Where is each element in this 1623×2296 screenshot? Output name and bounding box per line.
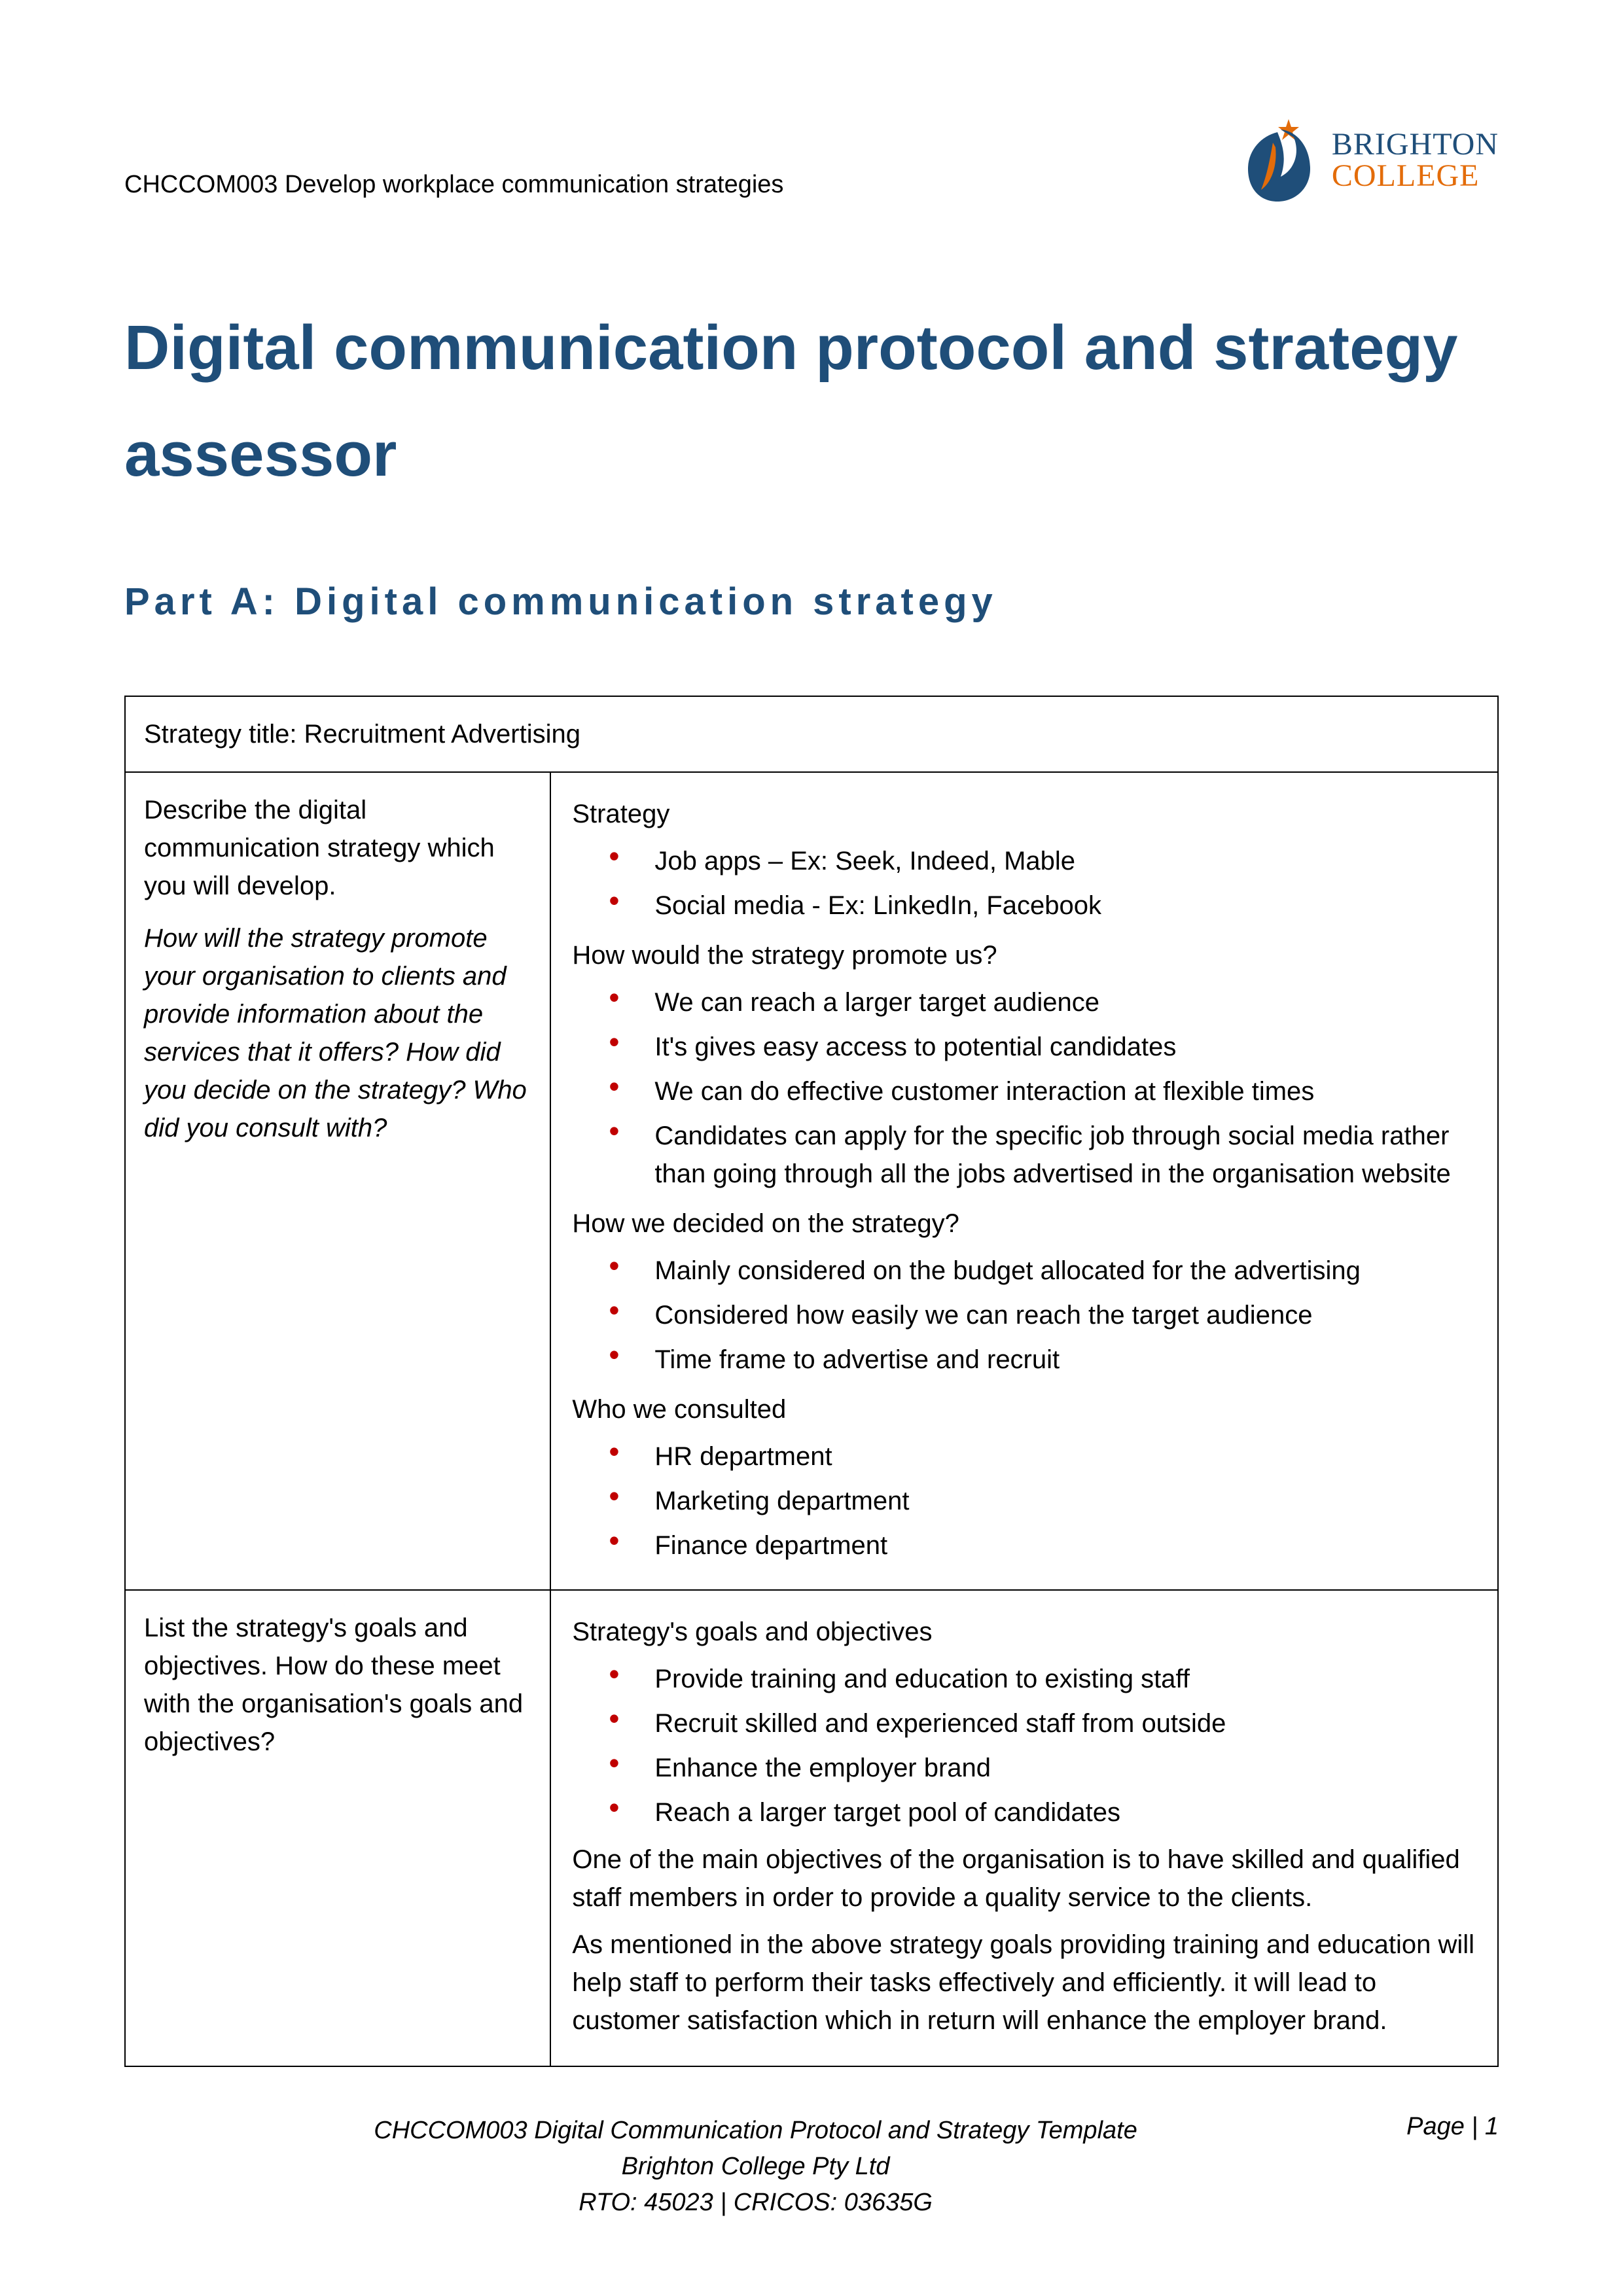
prompt-text: Describe the digital communication strat… [144,791,531,905]
prompt-cell: Describe the digital communication strat… [125,772,550,1590]
list-item: Enhance the employer brand [609,1749,1479,1787]
table-row: Describe the digital communication strat… [125,772,1498,1590]
prompt-italic: How will the strategy promote your organ… [144,919,531,1147]
list-item: Reach a larger target pool of candidates [609,1793,1479,1831]
list-item: We can do effective customer interaction… [609,1072,1479,1110]
answer-cell: Strategy Job apps – Ex: Seek, Indeed, Ma… [550,772,1498,1590]
prompt-text: List the strategy's goals and objectives… [144,1609,531,1761]
paragraph: One of the main objectives of the organi… [572,1841,1476,1916]
bullet-list: Provide training and education to existi… [569,1660,1479,1831]
bullet-list: We can reach a larger target audience It… [569,983,1479,1193]
logo-name-bottom: COLLEGE [1332,160,1499,192]
section-label: Strategy's goals and objectives [572,1613,1479,1651]
list-item: Mainly considered on the budget allocate… [609,1252,1479,1290]
document-page: CHCCOM003 Develop workplace communicatio… [0,0,1623,2067]
section-label: How we decided on the strategy? [572,1205,1479,1243]
page-footer: CHCCOM003 Digital Communication Protocol… [124,2113,1499,2221]
list-item: Recruit skilled and experienced staff fr… [609,1704,1479,1742]
list-item: HR department [609,1438,1479,1475]
part-heading: Part A: Digital communication strategy [124,580,1499,624]
logo-name-top: BRIGHTON [1332,129,1499,160]
strategy-title-cell: Strategy title: Recruitment Advertising [125,696,1498,772]
paragraph: As mentioned in the above strategy goals… [572,1926,1476,2040]
list-item: It's gives easy access to potential cand… [609,1028,1479,1066]
answer-cell: Strategy's goals and objectives Provide … [550,1590,1498,2066]
section-label: How would the strategy promote us? [572,936,1479,974]
footer-line: CHCCOM003 Digital Communication Protocol… [124,2113,1387,2149]
strategy-table: Strategy title: Recruitment Advertising … [124,696,1499,2067]
bullet-list: HR department Marketing department Finan… [569,1438,1479,1564]
list-item: Social media - Ex: LinkedIn, Facebook [609,887,1479,925]
list-item: Marketing department [609,1482,1479,1520]
list-item: Finance department [609,1527,1479,1564]
section-label: Who we consulted [572,1390,1479,1428]
footer-line: RTO: 45023 | CRICOS: 03635G [124,2185,1387,2221]
page-header: CHCCOM003 Develop workplace communicatio… [124,118,1499,203]
page-title: Digital communication protocol and strat… [124,294,1499,508]
list-item: Considered how easily we can reach the t… [609,1296,1479,1334]
table-row: List the strategy's goals and objectives… [125,1590,1498,2066]
footer-center: CHCCOM003 Digital Communication Protocol… [124,2113,1387,2221]
footer-line: Brighton College Pty Ltd [124,2149,1387,2185]
logo-icon [1241,118,1320,203]
section-label: Strategy [572,795,1479,833]
list-item: Job apps – Ex: Seek, Indeed, Mable [609,842,1479,880]
prompt-cell: List the strategy's goals and objectives… [125,1590,550,2066]
logo-text: BRIGHTON COLLEGE [1332,129,1499,192]
list-item: Time frame to advertise and recruit [609,1341,1479,1379]
list-item: We can reach a larger target audience [609,983,1479,1021]
table-row: Strategy title: Recruitment Advertising [125,696,1498,772]
list-item: Candidates can apply for the specific jo… [609,1117,1479,1193]
page-number: Page | 1 [1387,2113,1499,2141]
brighton-logo: BRIGHTON COLLEGE [1241,118,1499,203]
course-code: CHCCOM003 Develop workplace communicatio… [124,171,783,203]
list-item: Provide training and education to existi… [609,1660,1479,1698]
bullet-list: Mainly considered on the budget allocate… [569,1252,1479,1379]
bullet-list: Job apps – Ex: Seek, Indeed, Mable Socia… [569,842,1479,925]
